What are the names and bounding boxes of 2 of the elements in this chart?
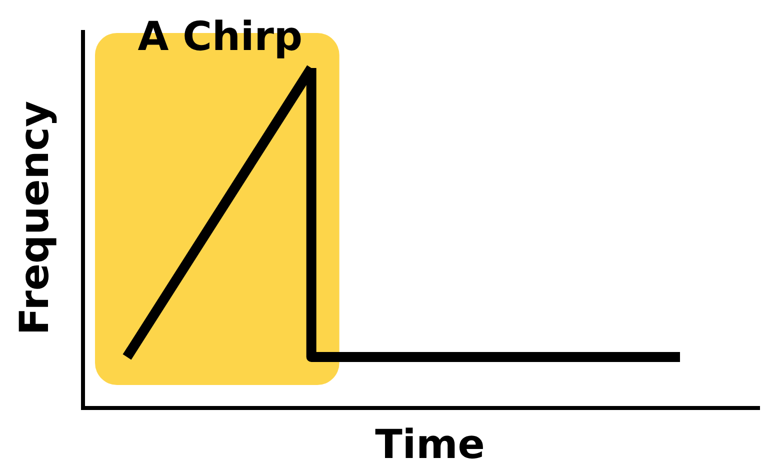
x-axis-title: Time [375, 422, 485, 468]
y-axis-title: Frequency [12, 100, 58, 336]
